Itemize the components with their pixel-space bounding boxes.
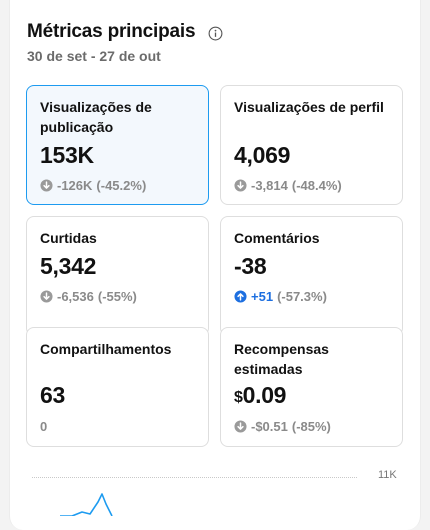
metric-label: Visualizações de perfil: [234, 99, 384, 115]
metric-delta: -$0.51 (-85%): [234, 419, 331, 434]
arrow-down-circle-icon: [234, 179, 247, 192]
metric-value: 0.09: [242, 382, 287, 408]
chart-gridline: [32, 477, 357, 478]
metric-card-profile-views[interactable]: Visualizações de perfil 4,069 -3,814 (-4…: [220, 85, 403, 205]
delta-percent: (-57.3%): [277, 289, 327, 304]
metric-delta: -6,536 (-55%): [40, 289, 137, 304]
delta-main: +51: [251, 289, 274, 304]
metric-value: 4,069: [234, 142, 291, 168]
delta-percent: (-85%): [291, 419, 331, 434]
chart-line: [60, 493, 113, 516]
metric-delta: 0: [40, 419, 47, 434]
delta-percent: (-48.4%): [291, 178, 342, 193]
info-icon[interactable]: [208, 26, 223, 41]
date-range: 30 de set - 27 de out: [27, 48, 161, 64]
delta-percent: (-45.2%): [96, 178, 147, 193]
metric-card-post-views[interactable]: Visualizações de publicação 153K -126K (…: [26, 85, 209, 205]
arrow-down-circle-icon: [234, 420, 247, 433]
metric-label: Compartilhamentos: [40, 341, 172, 357]
arrow-down-circle-icon: [40, 290, 53, 303]
delta-percent: (-55%): [97, 289, 137, 304]
currency-symbol: $: [234, 389, 243, 406]
metric-card-comments[interactable]: Comentários -38 +51 (-57.3%): [220, 216, 403, 336]
metric-delta: +51 (-57.3%): [234, 289, 327, 304]
metric-value: 153K: [40, 142, 94, 168]
delta-main: -6,536: [57, 289, 94, 304]
metric-label: Visualizações de publicação: [40, 99, 152, 135]
metric-delta: -3,814 (-48.4%): [234, 178, 342, 193]
metric-value: -38: [234, 253, 267, 279]
arrow-up-circle-icon: [234, 290, 247, 303]
panel-title: Métricas principais: [27, 21, 196, 42]
metric-label: Recompensas estimadas: [234, 341, 329, 377]
metric-card-shares[interactable]: Compartilhamentos 63 0: [26, 327, 209, 447]
delta-main: -$0.51: [251, 419, 288, 434]
metric-label: Comentários: [234, 230, 320, 246]
delta-main: -3,814: [251, 178, 288, 193]
metric-label: Curtidas: [40, 230, 97, 246]
metric-value: 63: [40, 382, 65, 408]
arrow-down-circle-icon: [40, 179, 53, 192]
delta-main: -126K: [57, 178, 93, 193]
metric-card-estimated-rewards[interactable]: Recompensas estimadas $0.09 -$0.51 (-85%…: [220, 327, 403, 447]
chart-y-max-label: 11K: [378, 469, 397, 481]
delta-main: 0: [40, 419, 48, 434]
metric-value-wrapper: $0.09: [234, 382, 286, 409]
metric-delta: -126K (-45.2%): [40, 178, 146, 193]
metric-card-likes[interactable]: Curtidas 5,342 -6,536 (-55%): [26, 216, 209, 336]
metric-value: 5,342: [40, 253, 97, 279]
